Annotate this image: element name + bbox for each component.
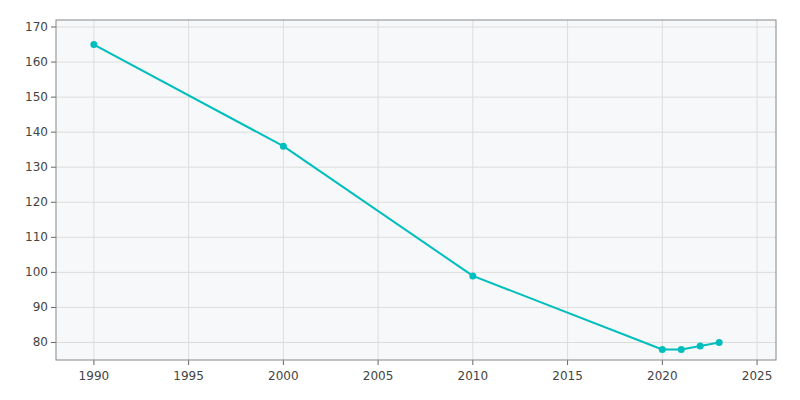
y-tick-label: 120 [25,195,48,209]
point [659,346,666,353]
chart-container: 80 90 100 110 120 130 140 150 160 170 1990 1995 2000… [0,0,800,400]
x-grid-line [567,20,568,360]
y-tick-label: 90 [33,300,48,314]
y-grid-line [56,132,776,133]
x-tick [378,360,379,365]
y-tick-label: 100 [25,265,48,279]
y-tick [51,167,56,168]
x-tick-label: 2000 [268,369,299,383]
y-grid-line [56,272,776,273]
x-tick [283,360,284,365]
x-grid-line [472,20,473,360]
y-tick-label: 130 [25,160,48,174]
plot-background [56,20,776,360]
point [697,342,704,349]
y-tick [51,307,56,308]
y-tick [51,97,56,98]
x-tick-label: 2005 [363,369,394,383]
x-tick-label: 1990 [79,369,110,383]
x-tick [662,360,663,365]
y-tick [51,237,56,238]
y-tick [51,132,56,133]
y-tick-label: 150 [25,90,48,104]
chart-svg: 80 90 100 110 120 130 140 150 160 170 1990 1995 2000… [0,0,800,400]
x-tick-label: 2015 [552,369,583,383]
y-tick-label: 80 [33,335,48,349]
y-tick-label: 170 [25,20,48,34]
x-tick-label: 2010 [458,369,489,383]
y-grid-line [56,97,776,98]
x-grid-line [757,20,758,360]
y-grid-line [56,307,776,308]
grid [56,20,776,360]
axes: 80 90 100 110 120 130 140 150 160 170 1990 1995 2000… [25,20,772,383]
x-tick [567,360,568,365]
x-grid-line [93,20,94,360]
y-grid-line [56,27,776,28]
y-grid-line [56,62,776,63]
x-grid-line [378,20,379,360]
y-tick-label: 110 [25,230,48,244]
y-tick [51,342,56,343]
line [94,45,719,350]
data-marks [90,41,722,353]
x-tick [93,360,94,365]
x-grid-line [662,20,663,360]
x-tick [757,360,758,365]
y-tick-label: 160 [25,55,48,69]
y-tick [51,27,56,28]
y-tick [51,272,56,273]
point [469,272,476,279]
x-tick-label: 2020 [647,369,678,383]
point [678,346,685,353]
x-tick-label: 2025 [742,369,773,383]
x-grid-line [188,20,189,360]
x-tick [188,360,189,365]
point [716,339,723,346]
point [90,41,97,48]
y-grid-line [56,202,776,203]
y-grid-line [56,342,776,343]
plot-frame [56,20,776,360]
y-tick [51,62,56,63]
y-tick [51,202,56,203]
x-tick-label: 1995 [173,369,204,383]
x-tick [472,360,473,365]
y-tick-label: 140 [25,125,48,139]
x-grid-line [283,20,284,360]
y-grid-line [56,167,776,168]
point [280,143,287,150]
